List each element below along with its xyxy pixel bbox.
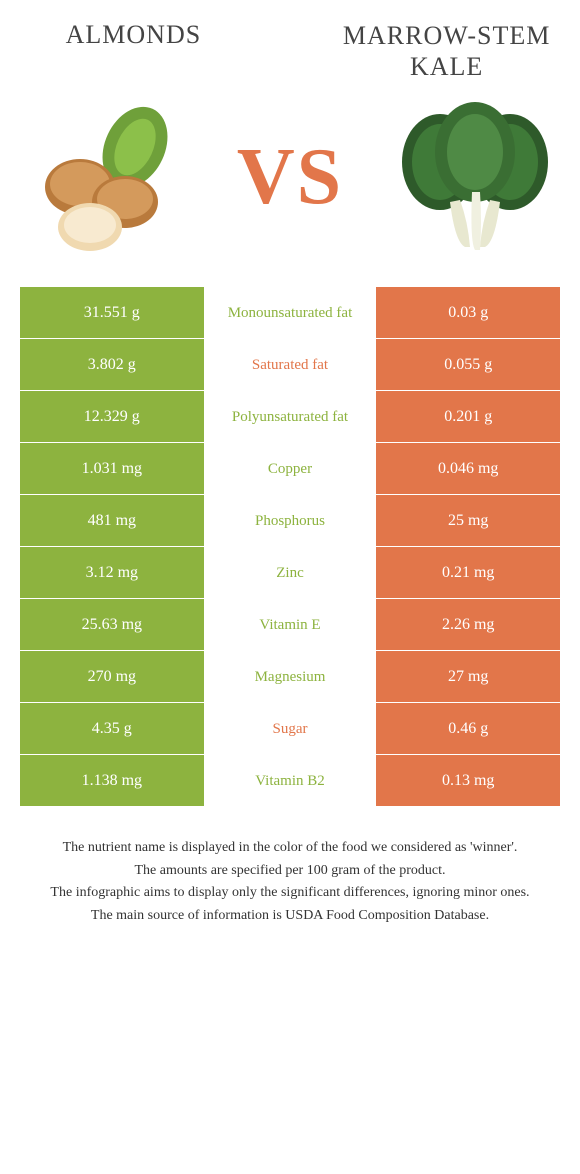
value-right: 0.03 g [376,287,560,339]
value-right: 25 mg [376,495,560,547]
value-left: 4.35 g [20,703,204,755]
nutrient-label: Vitamin E [204,599,377,651]
value-left: 31.551 g [20,287,204,339]
value-right: 27 mg [376,651,560,703]
nutrient-label: Saturated fat [204,339,377,391]
footnote-line: The infographic aims to display only the… [30,882,550,904]
nutrient-label: Vitamin B2 [204,755,377,807]
value-left: 3.12 mg [20,547,204,599]
table-row: 25.63 mgVitamin E2.26 mg [20,599,560,651]
table-row: 270 mgMagnesium27 mg [20,651,560,703]
table-row: 1.138 mgVitamin B20.13 mg [20,755,560,807]
footnote-line: The main source of information is USDA F… [30,905,550,927]
value-right: 0.21 mg [376,547,560,599]
nutrient-label: Magnesium [204,651,377,703]
value-left: 25.63 mg [20,599,204,651]
nutrient-label: Polyunsaturated fat [204,391,377,443]
kale-image [390,92,560,262]
table-row: 4.35 gSugar0.46 g [20,703,560,755]
value-left: 3.802 g [20,339,204,391]
value-right: 0.201 g [376,391,560,443]
table-row: 12.329 gPolyunsaturated fat0.201 g [20,391,560,443]
vs-label: VS [237,132,343,223]
value-right: 0.055 g [376,339,560,391]
infographic-container: Almonds Marrow-stem Kale VS [0,0,580,927]
title-right: Marrow-stem Kale [333,20,560,82]
footnote-line: The amounts are specified per 100 gram o… [30,860,550,882]
header-row: Almonds Marrow-stem Kale [20,20,560,82]
value-left: 1.138 mg [20,755,204,807]
nutrient-label: Sugar [204,703,377,755]
table-row: 481 mgPhosphorus25 mg [20,495,560,547]
nutrient-label: Monounsaturated fat [204,287,377,339]
value-left: 1.031 mg [20,443,204,495]
almonds-image [20,92,190,262]
table-row: 3.12 mgZinc0.21 mg [20,547,560,599]
footnotes-block: The nutrient name is displayed in the co… [20,837,560,927]
value-left: 12.329 g [20,391,204,443]
nutrient-label: Phosphorus [204,495,377,547]
value-right: 0.046 mg [376,443,560,495]
table-row: 1.031 mgCopper0.046 mg [20,443,560,495]
comparison-table: 31.551 gMonounsaturated fat0.03 g3.802 g… [20,287,560,807]
value-right: 0.13 mg [376,755,560,807]
title-left: Almonds [20,20,247,50]
value-right: 0.46 g [376,703,560,755]
value-left: 481 mg [20,495,204,547]
nutrient-label: Zinc [204,547,377,599]
nutrient-label: Copper [204,443,377,495]
image-row: VS [20,92,560,262]
table-row: 31.551 gMonounsaturated fat0.03 g [20,287,560,339]
table-row: 3.802 gSaturated fat0.055 g [20,339,560,391]
value-left: 270 mg [20,651,204,703]
value-right: 2.26 mg [376,599,560,651]
footnote-line: The nutrient name is displayed in the co… [30,837,550,859]
